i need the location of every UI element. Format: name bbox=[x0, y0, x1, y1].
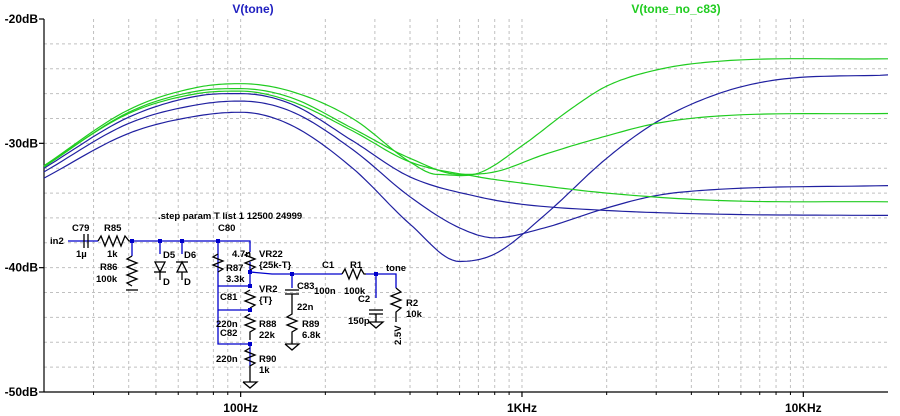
svg-text:100k: 100k bbox=[96, 274, 118, 285]
svg-text:220n: 220n bbox=[216, 354, 238, 365]
y-tick-label: -30dB bbox=[5, 136, 39, 150]
svg-text:150p: 150p bbox=[348, 316, 370, 327]
series-v-tone-step-3 bbox=[43, 93, 888, 216]
svg-text:R86: R86 bbox=[100, 262, 117, 273]
svg-text:1µ: 1µ bbox=[76, 249, 87, 260]
capacitor-c82: C82 220n bbox=[216, 328, 238, 365]
svg-text:C81: C81 bbox=[220, 292, 238, 303]
svg-text:22k: 22k bbox=[259, 330, 276, 341]
potentiometer-vr2: VR2 {T} bbox=[243, 284, 277, 309]
resistor-r90: R90 1k bbox=[242, 347, 276, 389]
svg-text:{25k-T}: {25k-T} bbox=[259, 260, 292, 271]
svg-text:C80: C80 bbox=[218, 223, 235, 234]
svg-text:R88: R88 bbox=[259, 319, 276, 330]
capacitor-c1: C1 100n bbox=[314, 260, 336, 297]
svg-text:22n: 22n bbox=[297, 302, 314, 313]
svg-text:R2: R2 bbox=[406, 298, 418, 309]
tone-node-label: tone bbox=[386, 263, 406, 274]
svg-text:R87: R87 bbox=[226, 263, 243, 274]
capacitor-c79: C79 1µ bbox=[72, 223, 89, 260]
svg-text:100k: 100k bbox=[344, 286, 366, 297]
capacitor-c81: C81 220n bbox=[216, 292, 238, 330]
series-v-tone-step-2 bbox=[43, 100, 889, 239]
series-v-tone-no-c83-step-1 bbox=[43, 58, 889, 177]
step-directive: .step param T list 1 12500 24999 bbox=[158, 211, 302, 222]
svg-text:C1: C1 bbox=[322, 260, 335, 271]
svg-text:D6: D6 bbox=[184, 250, 196, 261]
svg-text:D5: D5 bbox=[163, 250, 176, 261]
svg-text:R90: R90 bbox=[259, 354, 276, 365]
y-tick-label: -20dB bbox=[5, 12, 39, 26]
svg-text:6.8k: 6.8k bbox=[302, 330, 321, 341]
bias-voltage-label: 2.5V bbox=[393, 325, 404, 345]
legend-v-tone: V(tone) bbox=[232, 2, 273, 16]
schematic: .step param T list 1 12500 24999 C79 1µ … bbox=[50, 211, 423, 389]
y-tick-label: -40dB bbox=[5, 261, 39, 275]
x-tick-label: 10KHz bbox=[785, 401, 822, 415]
svg-text:{T}: {T} bbox=[259, 295, 273, 306]
svg-text:R1: R1 bbox=[350, 260, 363, 271]
wire-input bbox=[68, 240, 397, 366]
diode-d5: D5 D bbox=[153, 250, 176, 288]
tick-labels: -20dB -30dB -40dB -50dB 100Hz 1KHz 10KHz bbox=[5, 12, 822, 415]
svg-text:C82: C82 bbox=[220, 328, 237, 339]
svg-text:1k: 1k bbox=[107, 249, 118, 260]
svg-text:100n: 100n bbox=[314, 286, 336, 297]
svg-text:D: D bbox=[163, 277, 170, 288]
series-v-tone-step-1 bbox=[43, 74, 889, 263]
capacitor-c80: C80 4.7n bbox=[218, 223, 251, 260]
resistor-r88: R88 22k bbox=[243, 313, 276, 341]
series-curves bbox=[43, 58, 889, 263]
resistor-r85: R85 1k bbox=[97, 223, 132, 260]
x-tick-label: 100Hz bbox=[223, 401, 258, 415]
diode-d6: D6 D bbox=[175, 250, 196, 288]
svg-text:220n: 220n bbox=[216, 319, 238, 330]
series-v-tone-no-c83-step-3 bbox=[43, 90, 889, 203]
resistor-r1: R1 100k bbox=[341, 260, 366, 297]
in2-label: in2 bbox=[50, 236, 64, 247]
svg-text:R85: R85 bbox=[104, 223, 122, 234]
svg-text:3.3k: 3.3k bbox=[226, 274, 245, 285]
x-tick-label: 1KHz bbox=[507, 401, 537, 415]
capacitor-c2: C2 150p bbox=[348, 294, 385, 329]
potentiometer-vr22: VR22 {25k-T} bbox=[243, 249, 292, 271]
svg-text:4.7n: 4.7n bbox=[232, 249, 251, 260]
svg-text:VR2: VR2 bbox=[259, 284, 277, 295]
svg-text:C2: C2 bbox=[358, 294, 370, 305]
svg-text:R89: R89 bbox=[302, 319, 319, 330]
resistor-r86: R86 100k bbox=[96, 255, 139, 291]
resistor-r2: R2 10k bbox=[389, 287, 423, 322]
svg-text:10k: 10k bbox=[406, 309, 423, 320]
capacitor-c83: C83 22n bbox=[285, 281, 314, 313]
grid bbox=[44, 19, 888, 392]
legend-v-tone-no-c83: V(tone_no_c83) bbox=[631, 2, 720, 16]
resistor-r87: R87 3.3k bbox=[211, 253, 245, 285]
svg-text:D: D bbox=[184, 277, 191, 288]
svg-text:1k: 1k bbox=[259, 365, 270, 376]
svg-text:C83: C83 bbox=[297, 281, 314, 292]
svg-text:C79: C79 bbox=[72, 223, 89, 234]
y-tick-label: -50dB bbox=[5, 385, 39, 399]
plot-frame bbox=[43, 19, 888, 393]
svg-text:VR22: VR22 bbox=[259, 249, 283, 260]
resistor-r89: R89 6.8k bbox=[284, 294, 321, 351]
